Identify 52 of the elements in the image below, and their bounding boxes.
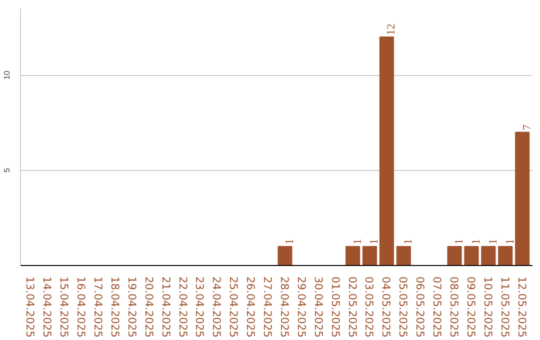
x-tick-label: 22.04.2025 — [176, 276, 190, 338]
x-tick-label: 15.04.2025 — [58, 276, 71, 338]
x-tick-label: 24.04.2025 — [210, 276, 224, 338]
x-tick-label: 25.04.2025 — [227, 276, 240, 338]
data-label: 12 — [386, 23, 398, 36]
x-tick-label: 20.04.2025 — [142, 276, 156, 338]
x-tick-label: 29.04.2025 — [294, 276, 308, 338]
bar — [481, 246, 496, 266]
data-label: 1 — [402, 238, 415, 244]
y-tick-label: 5 — [2, 168, 12, 173]
x-tick-label: 02.05.2025 — [346, 276, 359, 338]
x-tick-label: 05.05.2025 — [396, 276, 410, 338]
x-tick-label: 18.04.2025 — [108, 276, 122, 338]
y-tick-label: 10 — [2, 70, 12, 80]
x-tick-label: 14.04.2025 — [40, 276, 54, 338]
bar — [379, 36, 394, 266]
bar — [447, 246, 462, 266]
bar — [396, 246, 411, 266]
data-label: 1 — [284, 238, 296, 244]
x-tick-label: 28.04.2025 — [278, 276, 291, 338]
data-label: 1 — [470, 238, 482, 244]
data-label: 1 — [368, 238, 381, 244]
bar — [498, 246, 513, 266]
x-tick-label: 19.04.2025 — [125, 276, 138, 338]
x-tick-label: 17.04.2025 — [91, 276, 104, 338]
x-tick-label: 08.05.2025 — [448, 276, 461, 338]
x-tick-label: 10.05.2025 — [481, 276, 494, 338]
bar — [278, 246, 292, 266]
x-tick-label: 03.05.2025 — [362, 276, 376, 338]
x-tick-label: 07.05.2025 — [430, 276, 444, 338]
x-tick-label: 09.05.2025 — [464, 276, 478, 338]
x-tick-label: 04.05.2025 — [380, 276, 393, 338]
bar — [515, 132, 530, 266]
data-label: 1 — [504, 238, 516, 244]
x-tick-label: 11.05.2025 — [498, 276, 512, 338]
x-tick-label: 27.04.2025 — [261, 276, 274, 338]
x-tick-label: 26.04.2025 — [244, 276, 258, 338]
data-label: 1 — [487, 238, 500, 244]
x-tick-label: 01.05.2025 — [328, 276, 342, 338]
x-tick-label: 30.04.2025 — [312, 276, 325, 338]
bar — [362, 246, 378, 266]
x-tick-label: 12.05.2025 — [515, 276, 528, 338]
x-tick-label: 16.04.2025 — [74, 276, 88, 338]
x-tick-label: 06.05.2025 — [414, 276, 427, 338]
data-label: 7 — [521, 124, 534, 130]
x-tick-label: 13.04.2025 — [24, 276, 37, 338]
data-label: 1 — [454, 238, 466, 244]
bar — [464, 246, 479, 266]
data-label: 1 — [352, 238, 364, 244]
x-tick-label: 23.04.2025 — [193, 276, 206, 338]
x-tick-label: 21.04.2025 — [159, 276, 172, 338]
bar — [346, 246, 360, 266]
